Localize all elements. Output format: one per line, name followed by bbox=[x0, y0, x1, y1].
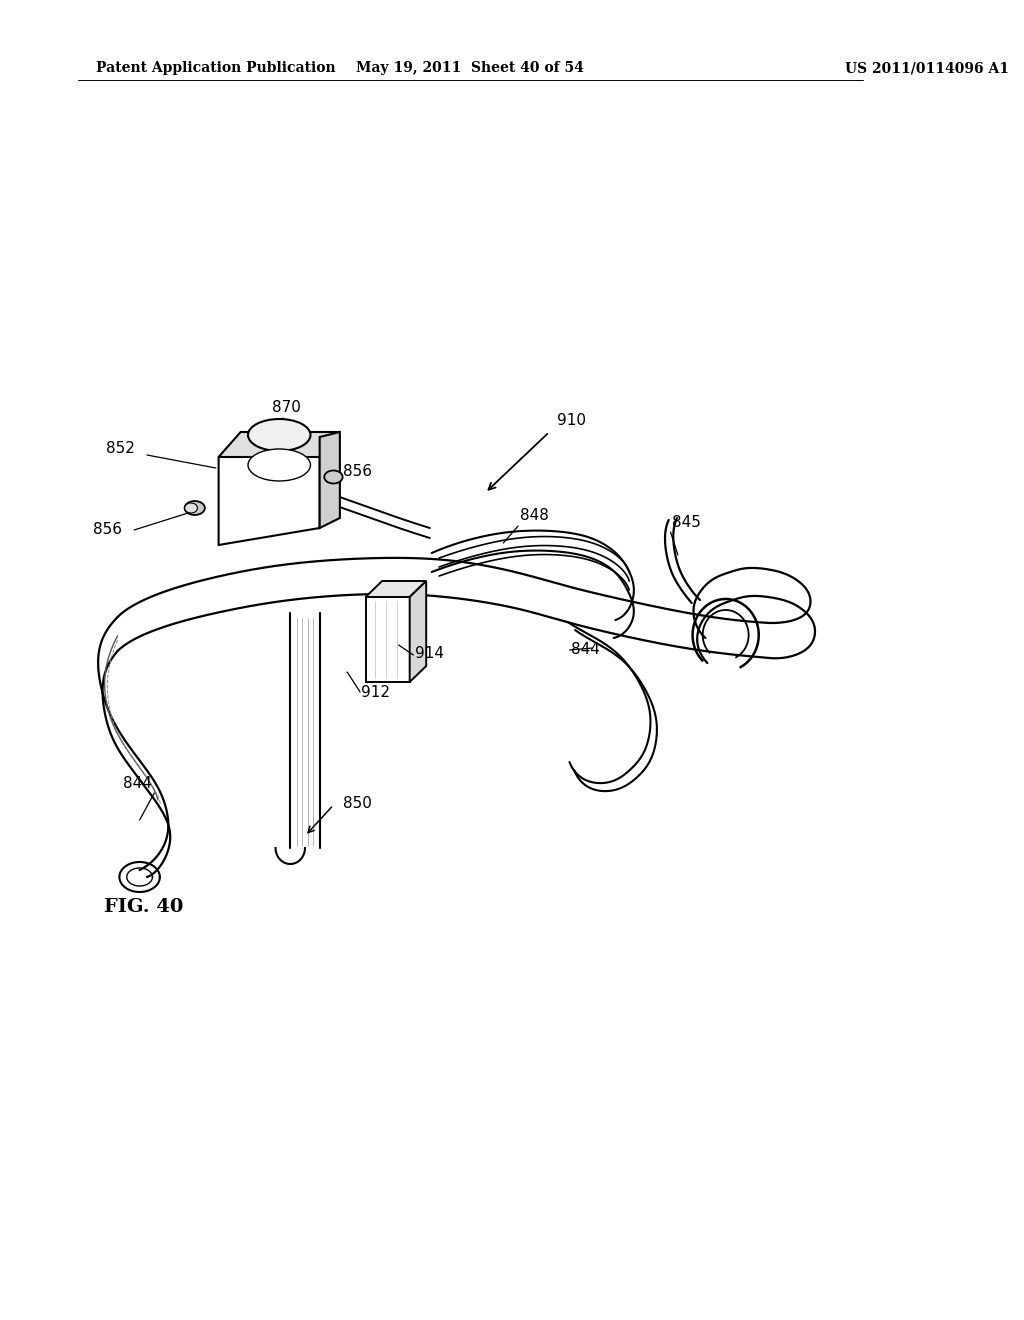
Ellipse shape bbox=[248, 418, 310, 451]
Polygon shape bbox=[366, 581, 426, 597]
Polygon shape bbox=[319, 432, 340, 528]
Text: 845: 845 bbox=[673, 515, 701, 531]
Text: Patent Application Publication: Patent Application Publication bbox=[96, 61, 336, 75]
Text: 856: 856 bbox=[343, 465, 372, 479]
Polygon shape bbox=[218, 432, 340, 457]
Text: FIG. 40: FIG. 40 bbox=[103, 898, 183, 916]
Polygon shape bbox=[218, 437, 319, 545]
Text: 870: 870 bbox=[272, 400, 301, 414]
Text: 910: 910 bbox=[557, 413, 586, 428]
Text: May 19, 2011  Sheet 40 of 54: May 19, 2011 Sheet 40 of 54 bbox=[356, 61, 585, 75]
Polygon shape bbox=[410, 581, 426, 682]
Text: US 2011/0114096 A1: US 2011/0114096 A1 bbox=[845, 61, 1009, 75]
Text: 856: 856 bbox=[93, 521, 122, 537]
Ellipse shape bbox=[325, 470, 343, 483]
Ellipse shape bbox=[184, 502, 205, 515]
Ellipse shape bbox=[184, 503, 198, 513]
Bar bbox=[366, 597, 410, 682]
Text: 850: 850 bbox=[343, 796, 372, 810]
Text: 912: 912 bbox=[361, 685, 390, 700]
Text: 844: 844 bbox=[571, 642, 600, 657]
Text: 848: 848 bbox=[520, 508, 549, 523]
Text: 914: 914 bbox=[415, 645, 444, 661]
Ellipse shape bbox=[248, 449, 310, 480]
Text: 852: 852 bbox=[106, 441, 135, 455]
Text: 844: 844 bbox=[123, 776, 152, 791]
